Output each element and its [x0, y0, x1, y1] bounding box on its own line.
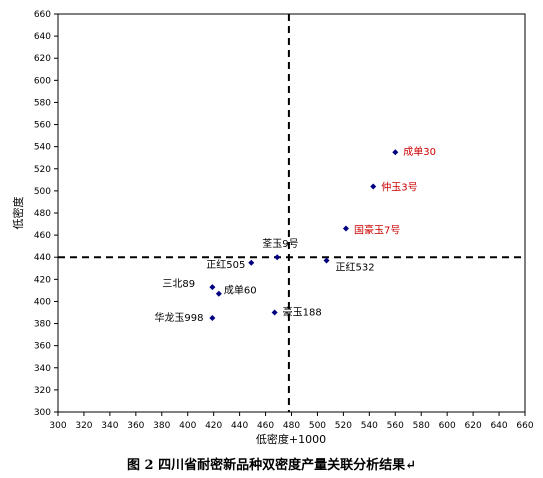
- data-point-marker: [248, 259, 255, 266]
- y-axis-title: 低密度: [11, 197, 25, 230]
- x-tick-label: 660: [516, 421, 533, 431]
- data-point-label: 正红532: [336, 261, 375, 274]
- y-tick-label: 600: [34, 76, 51, 86]
- data-point-label: 仲玉3号: [381, 180, 417, 193]
- y-axis: 300 320 340 360 380 400 420 440 460 480 500 520 540 5…: [34, 10, 58, 418]
- data-point-label: 成单30: [403, 146, 436, 158]
- data-point-marker: [323, 257, 330, 264]
- x-tick-label: 340: [101, 421, 118, 431]
- y-tick-label: 520: [34, 165, 51, 175]
- data-point-label: 荃玉9号: [262, 237, 298, 250]
- figure-caption: 图 2 四川省耐密新品种双密度产量关联分析结果↵: [127, 458, 416, 473]
- x-tick-label: 560: [387, 421, 404, 431]
- x-tick-label: 460: [257, 421, 274, 431]
- x-tick-label: 520: [335, 421, 352, 431]
- x-tick-label: 640: [490, 421, 507, 431]
- y-tick-label: 380: [34, 320, 51, 330]
- y-tick-label: 540: [34, 143, 51, 153]
- x-axis-title: 低密度+1000: [256, 432, 326, 446]
- data-point-marker: [209, 315, 216, 322]
- scatter-chart: 300 320 340 360 380 400 420 440 460 480 500 520 540 5…: [11, 10, 534, 446]
- data-point-label: 豪玉188: [283, 306, 322, 319]
- x-tick-label: 320: [75, 421, 92, 431]
- y-tick-label: 320: [34, 386, 51, 396]
- y-tick-label: 360: [34, 342, 51, 352]
- y-tick-label: 480: [34, 209, 51, 219]
- x-tick-label: 480: [283, 421, 300, 431]
- x-tick-label: 620: [465, 421, 482, 431]
- y-tick-label: 440: [34, 253, 51, 263]
- y-tick-label: 400: [34, 297, 51, 307]
- y-tick-label: 640: [34, 32, 51, 42]
- y-tick-label: 460: [34, 231, 51, 241]
- y-tick-label: 340: [34, 364, 51, 374]
- data-point-marker: [274, 254, 281, 261]
- y-tick-label: 300: [34, 408, 51, 418]
- x-tick-label: 580: [413, 421, 430, 431]
- data-point-label: 正红505: [206, 258, 245, 271]
- data-point-label: 成单60: [224, 285, 257, 297]
- x-tick-label: 600: [439, 421, 456, 431]
- data-point-marker: [209, 284, 216, 291]
- x-tick-label: 500: [309, 421, 326, 431]
- data-point-marker: [392, 149, 399, 156]
- x-tick-label: 440: [231, 421, 248, 431]
- data-point-label: 三北89: [162, 278, 195, 290]
- data-point-marker: [342, 225, 349, 232]
- x-tick-label: 300: [49, 421, 66, 431]
- y-tick-label: 560: [34, 121, 51, 131]
- x-tick-label: 420: [205, 421, 222, 431]
- y-tick-label: 420: [34, 275, 51, 285]
- data-point-label: 国豪玉7号: [354, 223, 400, 236]
- y-tick-label: 500: [34, 187, 51, 197]
- data-point-marker: [271, 309, 278, 316]
- data-point-label: 华龙玉998: [154, 311, 203, 324]
- y-tick-label: 660: [34, 10, 51, 20]
- plot-area: [57, 13, 526, 413]
- y-tick-label: 580: [34, 98, 51, 108]
- x-tick-label: 400: [179, 421, 196, 431]
- x-tick-label: 360: [127, 421, 144, 431]
- data-point-marker: [370, 183, 377, 190]
- x-tick-label: 380: [153, 421, 170, 431]
- x-axis: 300 320 340 360 380 400 420 440 460 480 500 520 540 5…: [49, 412, 534, 431]
- data-point-marker: [215, 290, 222, 297]
- x-tick-label: 540: [361, 421, 378, 431]
- y-tick-label: 620: [34, 54, 51, 64]
